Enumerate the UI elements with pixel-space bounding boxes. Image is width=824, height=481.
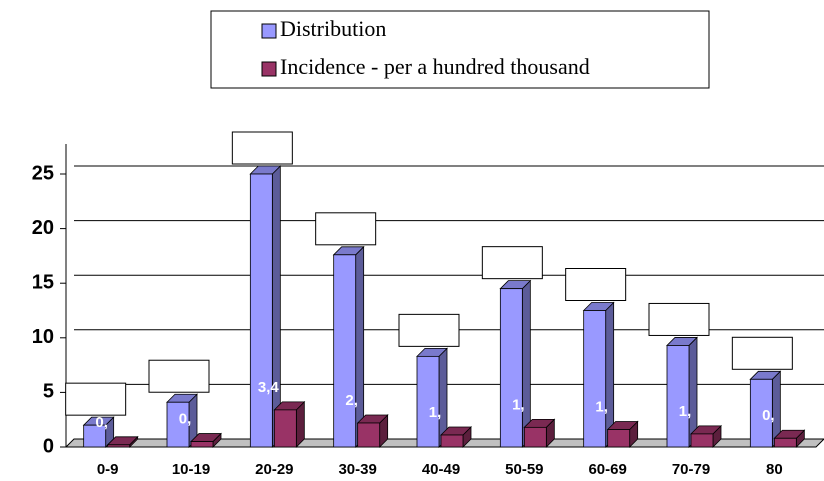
value-label: 2,: [345, 392, 358, 409]
bar: [273, 409, 297, 448]
legend-box: [210, 10, 710, 89]
value-label: 0,: [179, 411, 192, 428]
bar: [583, 310, 607, 448]
bar: [690, 433, 714, 448]
x-tick-label: 0-9: [97, 461, 119, 478]
value-label: 1,: [595, 398, 608, 415]
value-label-box: [731, 336, 793, 370]
bar-side: [355, 245, 365, 448]
bar: [357, 422, 381, 448]
value-label: 0,: [762, 407, 775, 424]
value-label-box: [231, 131, 293, 165]
y-tick-label: 0: [43, 435, 54, 457]
value-label-box: [398, 313, 460, 347]
legend-swatch: [261, 23, 277, 39]
bar: [749, 378, 773, 448]
value-label-box: [315, 212, 377, 246]
legend-label: Incidence - per a hundred thousand: [280, 54, 590, 79]
bar: [499, 288, 523, 448]
y-tick-label: 15: [32, 271, 54, 293]
y-tick-label: 10: [32, 326, 54, 348]
x-tick-label: 40-49: [422, 461, 460, 478]
x-tick-label: 60-69: [588, 461, 626, 478]
legend-swatch: [261, 61, 277, 77]
bar: [190, 441, 214, 448]
y-tick-label: 5: [43, 381, 54, 403]
y-tick-label: 20: [32, 217, 54, 239]
bar: [440, 434, 464, 448]
bar: [107, 444, 131, 448]
value-label: 3,4: [258, 379, 280, 396]
value-label-box: [481, 246, 543, 280]
x-tick-label: 30-39: [338, 461, 376, 478]
value-label-box: [65, 382, 127, 416]
legend-label: Distribution: [280, 16, 386, 41]
bar: [249, 173, 273, 448]
value-label: 1,: [512, 396, 525, 413]
x-tick-label: 10-19: [172, 461, 210, 478]
value-label-box: [148, 359, 210, 393]
x-tick-label: 50-59: [505, 461, 543, 478]
value-label-box: [565, 268, 627, 301]
bar: [666, 345, 690, 448]
bar: [416, 355, 440, 448]
value-label: 0,: [95, 414, 108, 431]
x-tick-label: 80: [766, 461, 783, 478]
bar: [83, 424, 107, 448]
value-label-box: [648, 302, 710, 336]
y-tick-label: 25: [32, 162, 54, 184]
x-tick-label: 20-29: [255, 461, 293, 478]
bar: [523, 426, 547, 448]
value-label: 1,: [429, 404, 442, 421]
bar: [607, 429, 631, 448]
bar: [166, 401, 190, 448]
bar: [333, 254, 357, 448]
x-tick-label: 70-79: [672, 461, 710, 478]
bar: [773, 437, 797, 448]
value-label: 1,: [679, 403, 692, 420]
